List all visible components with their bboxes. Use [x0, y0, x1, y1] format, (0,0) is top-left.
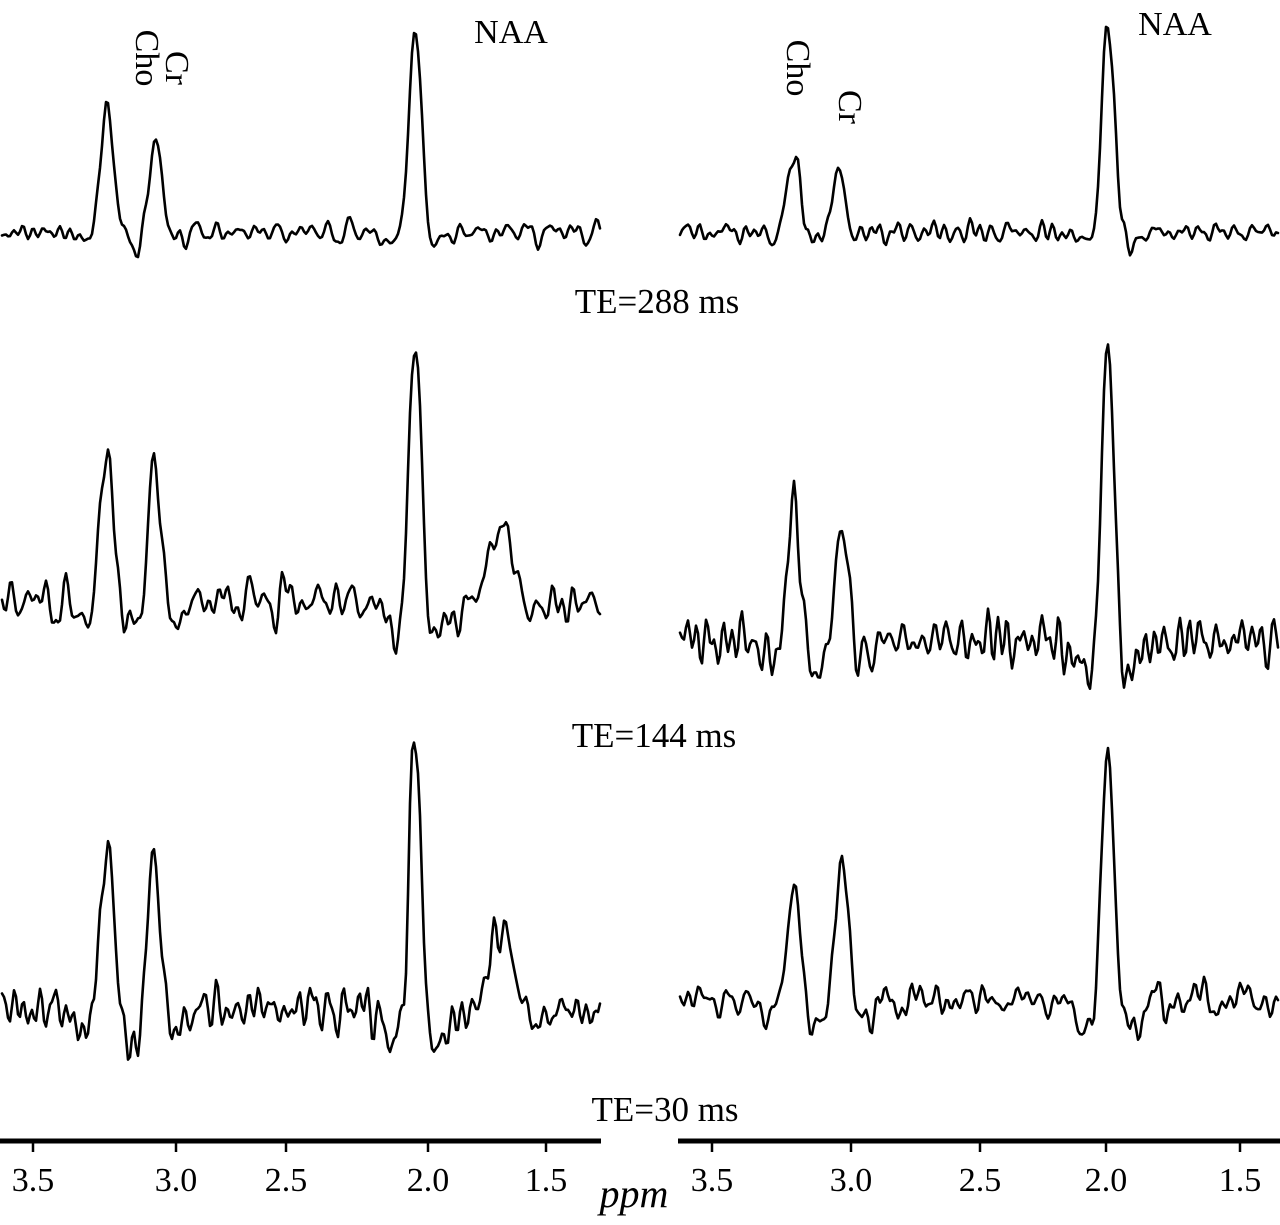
x-axis-unit-label: ppm	[597, 1171, 669, 1216]
te-label-30: TE=30 ms	[591, 1090, 738, 1129]
x-tick-label-right-2: 2.5	[959, 1162, 1002, 1199]
spectrum-line-right-1	[678, 25, 1280, 257]
x-tick-label-left-1: 3.0	[155, 1162, 198, 1199]
spectrum-traces	[0, 25, 1280, 1061]
x-axes: 3.5 3.0 2.5 2.0 1.5 3.5 3.0 2.5 2.0 1.5	[0, 1138, 1280, 1199]
x-tick-label-left-3: 2.0	[407, 1162, 450, 1199]
spectrum-line-left-3	[0, 741, 602, 1061]
cho-label-right: Cho	[779, 40, 816, 97]
naa-label-left: NAA	[474, 14, 548, 51]
x-tick-label-right-1: 3.0	[830, 1162, 873, 1199]
x-tick-label-right-4: 1.5	[1219, 1162, 1262, 1199]
spectrum-line-left-1	[0, 31, 602, 259]
x-tick-label-right-0: 3.5	[691, 1162, 734, 1199]
te-label-144: TE=144 ms	[572, 716, 737, 755]
cho-label-left: Cho	[128, 30, 165, 87]
x-tick-label-left-0: 3.5	[12, 1162, 55, 1199]
cr-label-left: Cr	[158, 51, 195, 86]
x-tick-label-left-2: 2.5	[265, 1162, 308, 1199]
naa-label-right: NAA	[1138, 6, 1212, 43]
te-label-288: TE=288 ms	[575, 282, 740, 321]
x-tick-label-left-4: 1.5	[525, 1162, 568, 1199]
spectrum-line-right-3	[678, 746, 1280, 1041]
cr-label-right: Cr	[831, 90, 868, 125]
spectrum-line-right-2	[678, 343, 1280, 690]
spectrum-line-left-2	[0, 351, 602, 655]
x-tick-label-right-3: 2.0	[1085, 1162, 1128, 1199]
